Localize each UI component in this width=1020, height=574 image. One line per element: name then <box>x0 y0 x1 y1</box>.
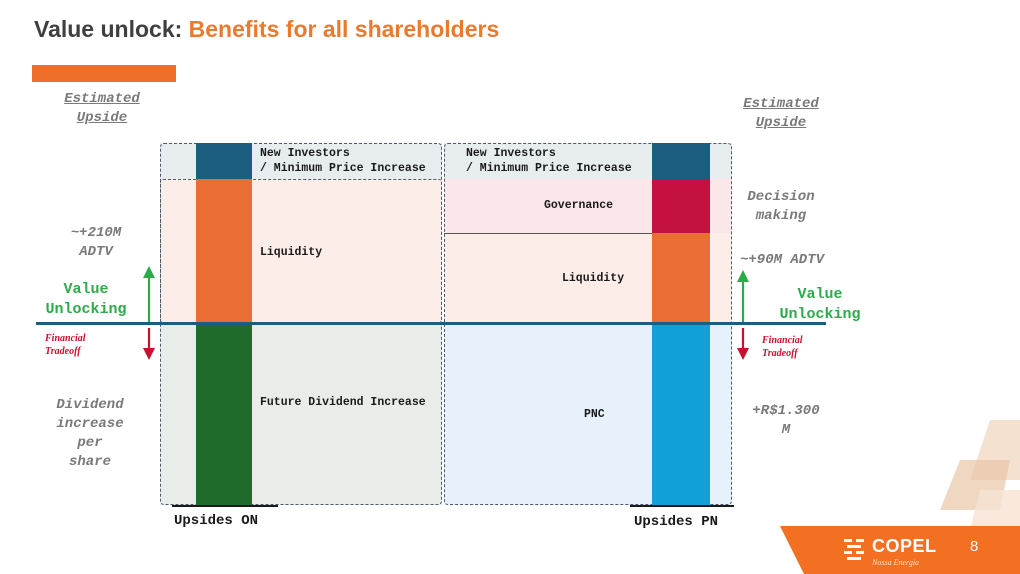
copel-tagline: Nossa Energia <box>872 558 920 567</box>
right-adtv-label: ~+90M ADTV <box>740 252 825 268</box>
title-main: Value unlock: <box>34 16 189 42</box>
right-financial-tradeoff: Financial Tradeoff <box>762 335 803 359</box>
title-accent-bar <box>32 65 176 82</box>
right-up-arrow <box>737 270 749 322</box>
pn-label-governance: Governance <box>544 199 614 212</box>
pn-panel: New Investors / Minimum Price Increase G… <box>444 143 732 505</box>
on-label-liquidity: Liquidity <box>260 246 323 259</box>
decorative-shapes <box>940 420 1020 530</box>
left-up-arrow <box>143 266 155 322</box>
on-label-new-investors: New Investors / Minimum Price Increase <box>260 147 426 175</box>
pn-bar-liquidity <box>652 233 710 323</box>
page-title: Value unlock: Benefits for all sharehold… <box>34 16 499 43</box>
pn-axis-line <box>630 505 734 507</box>
left-dividend-label: Dividend increase per share <box>56 397 124 470</box>
right-down-arrow <box>737 328 749 360</box>
pn-bar-governance <box>652 179 710 233</box>
copel-brand-text: COPEL <box>872 536 937 556</box>
left-financial-tradeoff: Financial Tradeoff <box>45 333 86 357</box>
on-label-future-dividend: Future Dividend Increase <box>260 396 426 409</box>
left-down-arrow <box>143 328 155 360</box>
title-accent: Benefits for all shareholders <box>188 16 500 42</box>
value-baseline <box>36 322 826 325</box>
right-decision-label: Decision making <box>747 189 815 224</box>
pn-label-pnc: PNC <box>584 408 605 421</box>
right-estimated-upside: Estimated Upside <box>743 96 819 131</box>
copel-logo-icon <box>842 536 868 562</box>
pn-bar-pnc <box>652 325 710 505</box>
right-amount-label: +R$1.300 M <box>752 403 820 438</box>
left-adtv-label: ~+210M ADTV <box>70 225 122 260</box>
on-bar-new-investors <box>196 143 252 179</box>
on-bar-liquidity <box>196 179 252 323</box>
pn-label-new-investors: New Investors / Minimum Price Increase <box>466 147 632 175</box>
left-estimated-upside: Estimated Upside <box>64 91 140 126</box>
page-number: 8 <box>970 538 979 555</box>
pn-divider <box>444 233 652 234</box>
on-axis-label: Upsides ON <box>174 513 259 529</box>
pn-bar-new-investors <box>652 143 710 179</box>
on-axis-line <box>172 505 278 507</box>
footer-brand-band <box>780 526 1020 574</box>
left-value-unlocking: Value Unlocking <box>45 281 127 318</box>
pn-axis-label: Upsides PN <box>634 514 719 530</box>
on-bar-dividend <box>196 325 252 505</box>
right-value-unlocking: Value Unlocking <box>779 286 861 323</box>
pn-label-liquidity: Liquidity <box>562 272 625 285</box>
